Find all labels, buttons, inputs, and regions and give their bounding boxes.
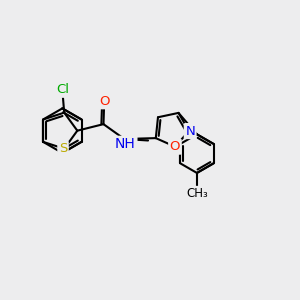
Text: S: S bbox=[59, 142, 67, 155]
Text: O: O bbox=[170, 140, 180, 153]
Text: N: N bbox=[185, 124, 195, 138]
Text: O: O bbox=[99, 95, 109, 108]
Text: CH₃: CH₃ bbox=[186, 187, 208, 200]
Text: Cl: Cl bbox=[56, 83, 69, 96]
Text: NH: NH bbox=[115, 137, 136, 152]
